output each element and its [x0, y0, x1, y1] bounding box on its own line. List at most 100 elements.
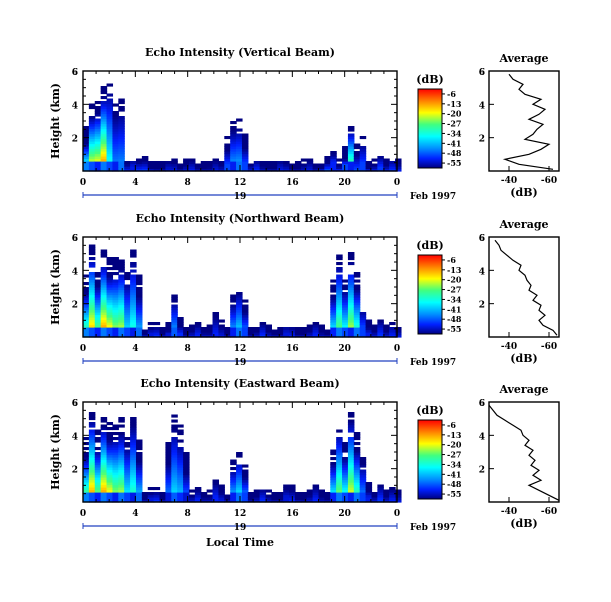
heatmap-cell: [124, 309, 131, 313]
heatmap-cell: [130, 254, 137, 258]
heatmap-cell: [236, 334, 243, 338]
heatmap-cell: [230, 153, 237, 157]
heatmap-cell: [100, 442, 108, 446]
heatmap-cell: [112, 332, 119, 336]
heatmap-cell: [124, 287, 131, 291]
heatmap-cell: [324, 329, 331, 333]
colorbar-tick-label: -27: [447, 285, 461, 295]
heatmap-cell: [112, 459, 119, 463]
heatmap-cell: [241, 156, 249, 160]
heatmap-cell: [230, 472, 237, 476]
colorbar-tick-label: -41: [447, 469, 461, 479]
heatmap-cell: [135, 487, 143, 491]
heatmap-cell: [389, 487, 396, 491]
heatmap-cell: [100, 314, 108, 318]
heatmap-cell: [83, 133, 90, 137]
heatmap-cell: [336, 294, 343, 298]
heatmap-cell: [336, 482, 343, 486]
heatmap-cell: [171, 474, 178, 478]
heatmap-cell: [106, 98, 114, 102]
heatmap-cell: [141, 161, 149, 165]
y-tick-label: 4: [72, 432, 78, 442]
heatmap-cell: [342, 151, 349, 155]
heatmap-cell: [365, 497, 373, 501]
heatmap-cell: [141, 334, 149, 338]
heatmap-cell: [118, 417, 125, 421]
heatmap-cell: [106, 489, 114, 493]
heatmap-cell: [165, 484, 172, 488]
heatmap-cell: [165, 449, 172, 453]
heatmap-cell: [342, 477, 349, 481]
heatmap-cell: [112, 309, 119, 313]
heatmap-cell: [347, 442, 355, 446]
heatmap-cell: [94, 307, 102, 311]
heatmap-cell: [94, 464, 102, 468]
heatmap-cell: [318, 334, 325, 338]
heatmap-cell: [135, 312, 143, 316]
heatmap-cell: [106, 299, 114, 303]
heatmap-cell: [159, 161, 167, 165]
heatmap-cell: [212, 489, 220, 493]
heatmap-cell: [147, 327, 155, 331]
heatmap-cell: [283, 487, 290, 491]
heatmap-cell: [124, 284, 131, 288]
heatmap-cell: [94, 312, 102, 316]
heatmap-cell: [130, 324, 137, 328]
heatmap-cell: [342, 497, 349, 501]
heatmap-cell: [224, 497, 231, 501]
heatmap-cell: [88, 319, 96, 323]
heatmap-cell: [188, 168, 196, 172]
heatmap-cell: [241, 497, 249, 501]
heatmap-cell: [135, 329, 143, 333]
heatmap-cell: [336, 437, 343, 441]
heatmap-cell: [171, 304, 178, 308]
heatmap-cell: [88, 299, 96, 303]
heatmap-cell: [100, 424, 108, 428]
heatmap-cell: [183, 158, 190, 162]
heatmap-cell: [106, 312, 114, 316]
heatmap-cell: [177, 467, 184, 471]
heatmap-cell: [183, 161, 190, 165]
heatmap-cell: [359, 156, 367, 160]
heatmap-cell: [177, 319, 184, 323]
heatmap-cell: [241, 492, 249, 496]
heatmap-cell: [283, 163, 290, 167]
heatmap-cell: [153, 334, 161, 338]
heatmap-cell: [112, 472, 119, 476]
heatmap-cell: [183, 464, 190, 468]
heatmap-cell: [194, 322, 202, 326]
heatmap-cell: [359, 161, 367, 165]
heatmap-cell: [183, 469, 190, 473]
heatmap-cell: [347, 292, 355, 296]
heatmap-cell: [342, 449, 349, 453]
heatmap-cell: [171, 294, 178, 298]
heatmap-cell: [395, 499, 402, 503]
heatmap-cell: [236, 151, 243, 155]
heatmap-cell: [112, 166, 119, 170]
heatmap-cell: [124, 302, 131, 306]
heatmap-cell: [371, 497, 378, 501]
heatmap-cell: [318, 492, 325, 496]
heatmap-cell: [241, 494, 249, 498]
heatmap-cell: [165, 474, 172, 478]
heatmap-cell: [330, 317, 337, 321]
heatmap-cell: [236, 497, 243, 501]
heatmap-cell: [135, 494, 143, 498]
heatmap-cell: [83, 437, 90, 441]
heatmap-cell: [171, 329, 178, 333]
colorbar-tick-label: -55: [447, 489, 461, 499]
heatmap-cell: [94, 156, 102, 160]
heatmap-cell: [212, 319, 220, 323]
heatmap-cell: [330, 314, 337, 318]
heatmap-cell: [83, 497, 90, 501]
heatmap-cell: [347, 156, 355, 160]
heatmap-cell: [112, 489, 119, 493]
heatmap-cell: [194, 497, 202, 501]
heatmap-cell: [88, 424, 96, 428]
heatmap-cell: [83, 327, 90, 331]
heatmap-cell: [130, 312, 137, 316]
heatmap-cell: [94, 151, 102, 155]
heatmap-cell: [130, 442, 137, 446]
heatmap-cell: [130, 479, 137, 483]
heatmap-cell: [141, 332, 149, 336]
